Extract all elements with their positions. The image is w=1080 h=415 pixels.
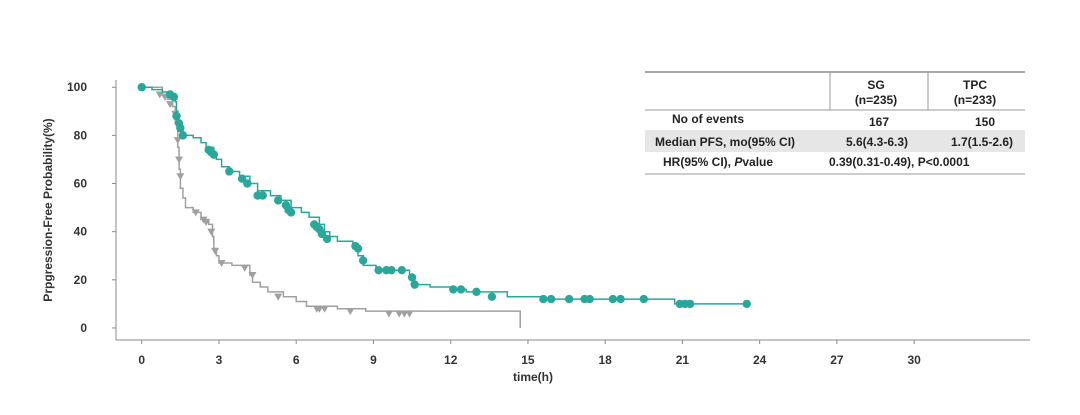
table-header-tpc: TPC	[963, 78, 987, 92]
censor-mark-sg	[176, 123, 185, 133]
censor-mark-sg	[209, 150, 219, 159]
censor-mark-sg	[225, 167, 234, 176]
y-tick-label: 100	[67, 80, 87, 94]
censor-mark-sg	[397, 265, 406, 275]
censor-mark-tpc	[248, 272, 257, 279]
stats-table: SG (n=235) TPC (n=233) No of events 167 …	[645, 71, 1025, 175]
row-hr-value: 0.39(0.31-0.49), P<0.0001	[829, 155, 970, 169]
censor-mark-tpc	[346, 308, 355, 316]
series-sg	[137, 83, 751, 309]
censor-mark-sg	[353, 244, 363, 253]
censor-mark-tpc	[274, 293, 283, 301]
row-median-label: Median PFS, mo(95% CI)	[655, 135, 795, 149]
censor-mark-tpc	[400, 310, 409, 318]
censor-mark-sg	[410, 280, 419, 289]
censor-mark-tpc	[191, 209, 200, 217]
x-tick-label: 21	[676, 353, 690, 367]
table-header-tpc-n: (n=233)	[954, 93, 996, 107]
y-axis-label: Prpgression-Free Probability(%)	[41, 118, 55, 301]
censor-mark-tpc	[207, 228, 216, 236]
censor-mark-tpc	[217, 259, 226, 267]
censor-mark-sg	[685, 299, 695, 309]
censor-mark-tpc	[240, 264, 249, 272]
censor-mark-sg	[546, 294, 556, 304]
censor-mark-sg	[407, 273, 417, 282]
x-tick-label: 15	[521, 353, 535, 367]
x-tick-label: 9	[370, 353, 377, 367]
censor-mark-tpc	[211, 247, 220, 255]
censor-mark-tpc	[202, 219, 211, 227]
censor-mark-tpc	[315, 305, 324, 313]
censor-mark-sg	[487, 292, 497, 301]
censor-mark-tpc	[395, 310, 404, 318]
row-events-label: No of events	[672, 112, 744, 126]
censor-mark-sg	[387, 265, 396, 275]
row-hr-label: HR(95% CI), Pvalue	[663, 155, 773, 169]
series-line-sg	[141, 86, 747, 305]
x-tick-label: 3	[216, 353, 223, 367]
censor-mark-sg	[137, 83, 146, 92]
censor-mark-tpc	[384, 310, 393, 318]
y-tick-label: 20	[74, 273, 88, 287]
censor-mark-sg	[172, 111, 181, 121]
row-events-tpc: 150	[975, 115, 995, 129]
x-tick-label: 12	[444, 353, 458, 367]
censor-mark-sg	[608, 294, 618, 304]
censor-mark-sg	[585, 294, 594, 304]
row-median-tpc: 1.7(1.5-2.6)	[951, 135, 1013, 149]
censor-mark-sg	[274, 196, 283, 205]
censor-mark-sg	[169, 92, 179, 102]
censor-mark-tpc	[166, 101, 175, 109]
censor-mark-sg	[322, 234, 332, 244]
x-tick-label: 6	[293, 353, 300, 367]
y-tick-label: 80	[74, 128, 88, 142]
row-events-sg: 167	[869, 115, 889, 129]
censor-mark-tpc	[320, 305, 329, 313]
censor-mark-sg	[616, 294, 625, 304]
censor-mark-sg	[456, 285, 466, 294]
x-ticks: 0 3 6 9 12 15 18 21 24 27 30	[138, 340, 921, 367]
censor-mark-tpc	[405, 310, 414, 318]
censor-mark-sg	[358, 256, 368, 265]
table-header-sg-n: (n=235)	[855, 93, 897, 107]
x-tick-label: 30	[907, 353, 921, 367]
censor-mark-tpc	[176, 173, 185, 181]
row-median-bg	[645, 130, 1025, 152]
censor-mark-sg	[449, 285, 458, 294]
x-axis-label: time(h)	[513, 370, 553, 384]
censor-mark-sg	[639, 294, 649, 304]
censor-mark-sg	[374, 265, 383, 275]
y-tick-label: 40	[74, 225, 88, 239]
censor-mark-sg	[286, 208, 296, 217]
censor-mark-sg	[472, 287, 481, 297]
y-tick-label: 0	[80, 321, 87, 335]
x-tick-label: 18	[599, 353, 613, 367]
censor-mark-tpc	[173, 137, 182, 145]
y-tick-label: 60	[74, 177, 88, 191]
table-header-sg: SG	[867, 78, 884, 92]
censor-mark-sg	[539, 294, 548, 304]
censor-mark-tpc	[175, 156, 184, 164]
censor-mark-sg	[243, 179, 252, 188]
censor-mark-sg	[178, 131, 188, 140]
censor-mark-sg	[258, 191, 267, 200]
x-tick-label: 24	[753, 353, 767, 367]
series-layer	[137, 83, 751, 328]
censor-mark-sg	[742, 299, 751, 309]
censor-mark-sg	[564, 294, 574, 304]
censor-mark-tpc	[155, 91, 164, 99]
row-median-sg: 5.6(4.3-6.3)	[846, 135, 908, 149]
x-tick-label: 27	[830, 353, 844, 367]
y-ticks: 0 20 40 60 80 100	[67, 80, 116, 335]
x-tick-label: 0	[138, 353, 145, 367]
